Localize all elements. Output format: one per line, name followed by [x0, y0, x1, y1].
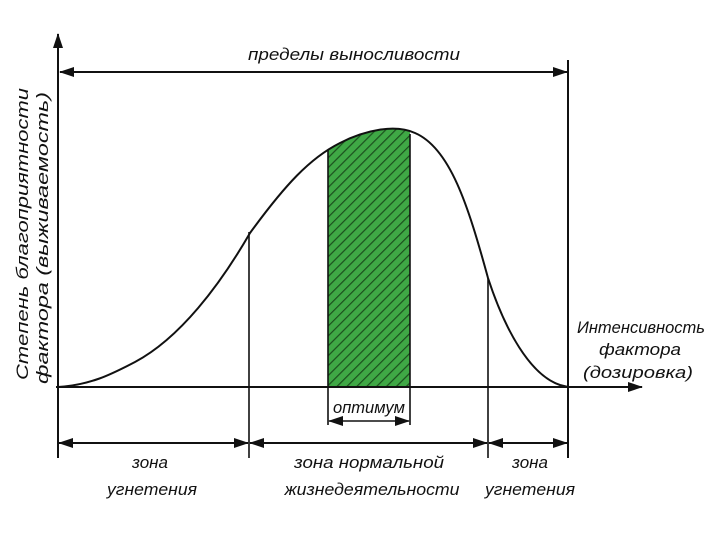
- optimum-zone-area: [328, 128, 410, 387]
- y-axis-label: Степень благоприятности фактора (выживае…: [13, 87, 52, 384]
- x-axis-label-line1: Интенсивность: [577, 318, 705, 337]
- x-axis-label: Интенсивность фактора (дозировка): [577, 318, 705, 382]
- zone-right-label-line2: угнетения: [484, 480, 575, 499]
- zone-middle-label-line1: зона нормальной: [293, 453, 445, 472]
- y-axis-label-line2: фактора (выживаемость): [33, 92, 52, 384]
- zone-right-label-line1: зона: [511, 453, 548, 472]
- tolerance-range-label: пределы выносливости: [248, 45, 461, 64]
- zone-left-label-line2: угнетения: [106, 480, 197, 499]
- x-axis-label-line3: (дозировка): [583, 363, 693, 382]
- zone-middle-label-line2: жизнедеятельности: [283, 480, 460, 499]
- survival-curve: [57, 127, 569, 388]
- y-axis-label-line1: Степень благоприятности: [13, 87, 32, 380]
- zone-left-label-line1: зона: [131, 453, 168, 472]
- x-axis-label-line2: фактора: [599, 340, 681, 359]
- optimum-label: оптимум: [333, 398, 405, 417]
